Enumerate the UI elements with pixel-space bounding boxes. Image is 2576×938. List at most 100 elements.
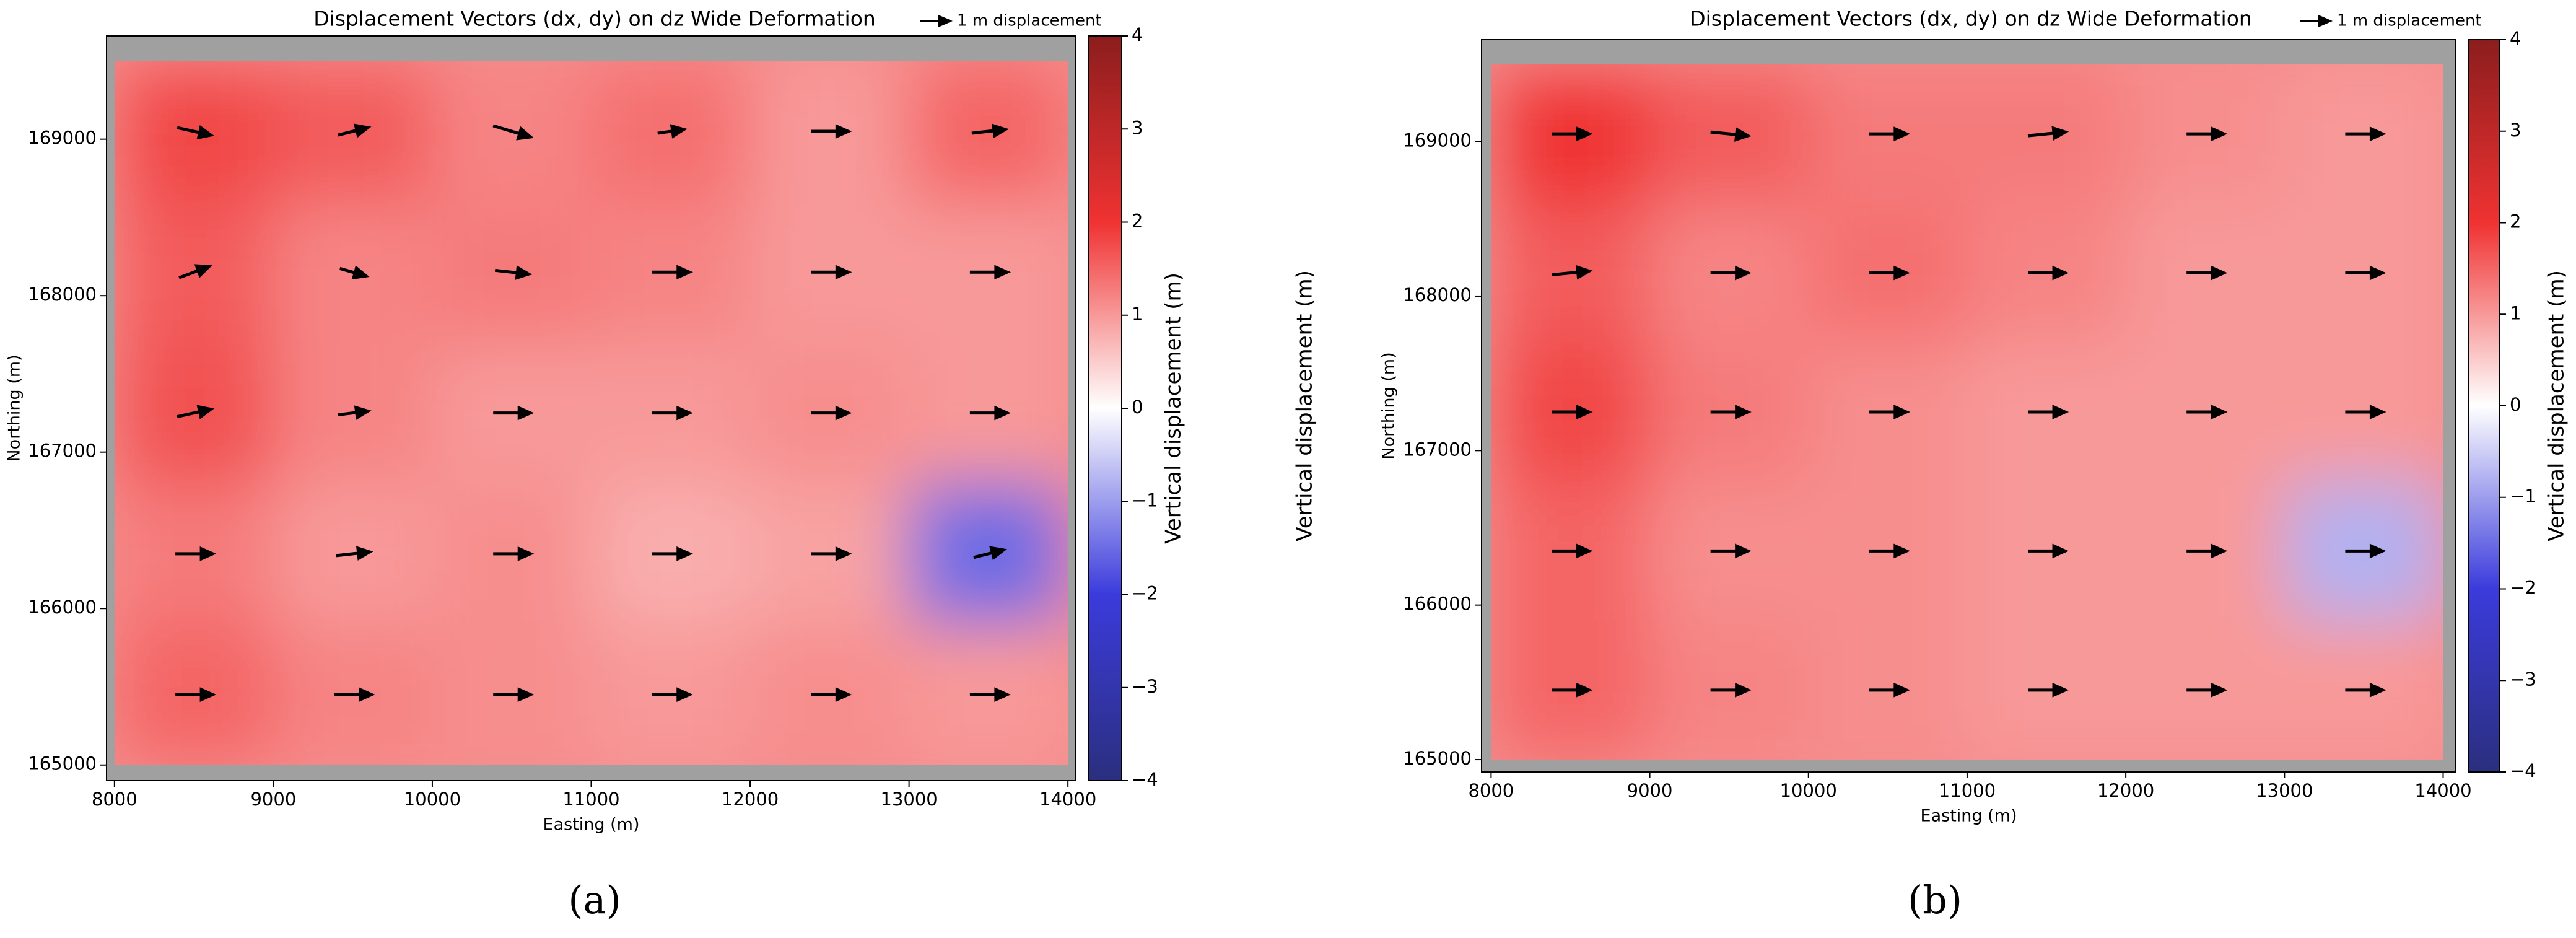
- colorbar-tick-label: 3: [1132, 117, 1143, 138]
- displacement-arrow: [2345, 126, 2386, 141]
- displacement-arrow: [493, 687, 535, 702]
- displacement-arrow: [1552, 405, 1593, 419]
- displacement-arrow: [1710, 543, 1752, 559]
- x-axis-label: Easting (m): [1921, 807, 2017, 826]
- displacement-arrow: [2186, 682, 2228, 698]
- displacement-arrow: [969, 687, 1011, 702]
- displacement-arrow: [2186, 405, 2228, 419]
- x-tick-label: 13000: [2256, 780, 2313, 801]
- displacement-arrow: [969, 405, 1011, 421]
- x-tick-label: 12000: [722, 789, 779, 810]
- y-tick-label: 168000: [28, 284, 97, 305]
- y-tick-label: 166000: [1403, 594, 1472, 615]
- x-tick-label: 12000: [2097, 780, 2154, 801]
- displacement-arrow: [969, 265, 1011, 280]
- displacement-arrow: [811, 405, 852, 421]
- colorbar-tick-label: −1: [2510, 486, 2536, 507]
- y-tick-label: 169000: [1403, 130, 1472, 151]
- displacement-arrow: [1869, 682, 1910, 698]
- plot-frame: [1481, 39, 2456, 773]
- x-tick-label: 9000: [250, 789, 296, 810]
- x-tick-label: 14000: [2414, 780, 2471, 801]
- y-tick-label: 167000: [28, 441, 97, 462]
- displacement-arrow: [338, 405, 372, 420]
- x-tick-label: 8000: [1468, 780, 1514, 801]
- colorbar-tick-label: 0: [2510, 394, 2521, 415]
- heatmap: [114, 61, 1068, 765]
- colorbar-tick-label: −4: [2510, 760, 2536, 781]
- displacement-arrow: [811, 687, 852, 702]
- displacement-arrow: [2028, 543, 2069, 559]
- colorbar-tick-label: 1: [1132, 304, 1143, 325]
- panel-label: (b): [1908, 877, 1962, 923]
- colorbar: [1088, 35, 1122, 781]
- displacement-arrow: [2027, 126, 2069, 141]
- displacement-arrow: [2345, 405, 2386, 419]
- displacement-arrow: [657, 124, 688, 139]
- colorbar-tick-label: −1: [1132, 489, 1158, 511]
- key-arrow: [2300, 14, 2333, 28]
- displacement-arrow: [339, 265, 370, 280]
- displacement-arrow: [493, 405, 535, 421]
- colorbar-tick-label: −3: [2510, 668, 2536, 690]
- displacement-arrow: [177, 125, 215, 140]
- y-tick-label: 167000: [1403, 439, 1472, 460]
- displacement-arrow: [1869, 126, 1910, 141]
- displacement-arrow: [336, 546, 373, 561]
- displacement-arrow: [2345, 682, 2386, 698]
- displacement-arrow: [2345, 265, 2386, 281]
- x-tick-label: 14000: [1039, 789, 1096, 810]
- colorbar-tick-label: 1: [2510, 302, 2521, 323]
- y-tick-label: 169000: [28, 128, 97, 149]
- colorbar-tick-label: 3: [2510, 120, 2521, 141]
- colorbar-tick-label: −4: [1132, 769, 1158, 790]
- y-tick-label: 166000: [28, 597, 97, 618]
- colorbar-label: Vertical displacement (m): [2544, 270, 2569, 541]
- colorbar-tick-label: 2: [2510, 211, 2521, 232]
- displacement-arrow: [1869, 265, 1910, 281]
- y-axis-label: Northing (m): [5, 354, 24, 462]
- displacement-arrow: [1869, 405, 1910, 419]
- displacement-arrow: [492, 124, 535, 141]
- displacement-arrow: [1869, 543, 1910, 559]
- plot: 8000 9000 10000 11000 12000 13000 14000 165000 1…: [5, 7, 1186, 923]
- displacement-arrow: [652, 546, 693, 561]
- displacement-arrow: [2028, 405, 2069, 419]
- colorbar-tick-label: 4: [1132, 24, 1143, 45]
- x-tick-label: 13000: [880, 789, 937, 810]
- x-axis-label: Easting (m): [543, 815, 640, 835]
- displacement-arrow: [175, 687, 217, 702]
- displacement-arrow: [971, 123, 1010, 139]
- x-tick-label: 10000: [404, 789, 461, 810]
- displacement-arrow: [494, 265, 533, 280]
- displacement-arrow: [1552, 543, 1593, 559]
- displacement-arrow: [973, 546, 1007, 561]
- x-tick-label: 10000: [1780, 780, 1837, 801]
- displacement-arrow: [2186, 265, 2228, 281]
- y-tick-label: 168000: [1403, 284, 1472, 305]
- displacement-arrow: [334, 687, 375, 702]
- displacement-arrow: [2028, 265, 2069, 281]
- colorbar-label: Vertical displacement (m): [1161, 273, 1186, 544]
- heatmap-blur: [114, 61, 1068, 765]
- x-tick-label: 8000: [92, 789, 138, 810]
- displacement-arrow: [1552, 126, 1593, 141]
- x-tick-label: 11000: [1939, 780, 1996, 801]
- displacement-arrow: [811, 265, 852, 280]
- colorbar: [2468, 39, 2500, 773]
- displacement-arrow: [1710, 682, 1752, 698]
- colorbar-tick-label: 2: [1132, 211, 1143, 232]
- displacement-arrow: [2186, 543, 2228, 559]
- displacement-arrow: [1552, 265, 1593, 280]
- displacement-arrow: [652, 265, 693, 280]
- displacement-arrow: [2186, 126, 2228, 141]
- key-label: 1 m displacement: [2337, 12, 2482, 30]
- x-tick-label: 9000: [1627, 780, 1673, 801]
- displacement-arrow: [178, 264, 212, 279]
- displacement-arrow: [338, 123, 372, 138]
- chart-title: Displacement Vectors (dx, dy) on dz Wide…: [313, 7, 876, 31]
- colorbar-tick-label: 0: [1132, 397, 1143, 418]
- displacement-arrow: [493, 546, 535, 561]
- panel-label: (a): [568, 877, 621, 923]
